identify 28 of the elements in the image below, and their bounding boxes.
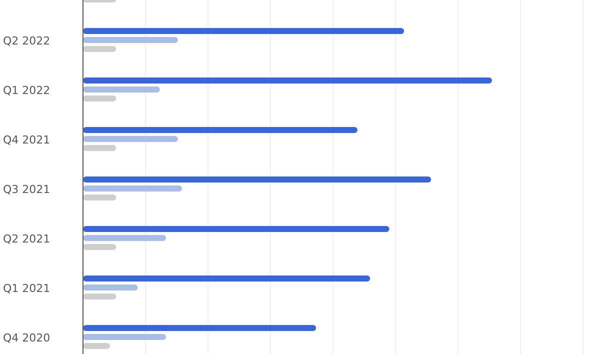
y-tick-label: Q1 2022 bbox=[3, 84, 50, 98]
bar bbox=[83, 145, 116, 151]
bar bbox=[83, 176, 432, 182]
bar bbox=[83, 235, 166, 241]
bar bbox=[83, 78, 492, 84]
bar bbox=[83, 46, 116, 52]
bar bbox=[83, 284, 138, 290]
bar bbox=[83, 96, 116, 102]
y-tick-label: Q2 2022 bbox=[3, 34, 50, 48]
bar bbox=[83, 343, 110, 349]
y-tick-label: Q2 2021 bbox=[3, 232, 50, 246]
y-tick-label: Q1 2021 bbox=[3, 282, 50, 296]
y-tick-label: Q4 2020 bbox=[3, 332, 50, 345]
bar bbox=[83, 325, 316, 331]
bar bbox=[83, 294, 116, 300]
bar bbox=[83, 226, 390, 232]
bar bbox=[83, 334, 166, 340]
bar bbox=[83, 28, 404, 34]
y-tick-label: Q3 2021 bbox=[3, 183, 50, 196]
bar bbox=[83, 127, 358, 133]
bar bbox=[83, 136, 178, 142]
bar bbox=[83, 37, 178, 43]
bar bbox=[83, 244, 116, 250]
bar bbox=[83, 194, 116, 200]
y-tick-label: Q4 2021 bbox=[3, 134, 50, 147]
bar bbox=[83, 186, 182, 192]
bar bbox=[83, 276, 370, 282]
bar bbox=[83, 86, 160, 92]
